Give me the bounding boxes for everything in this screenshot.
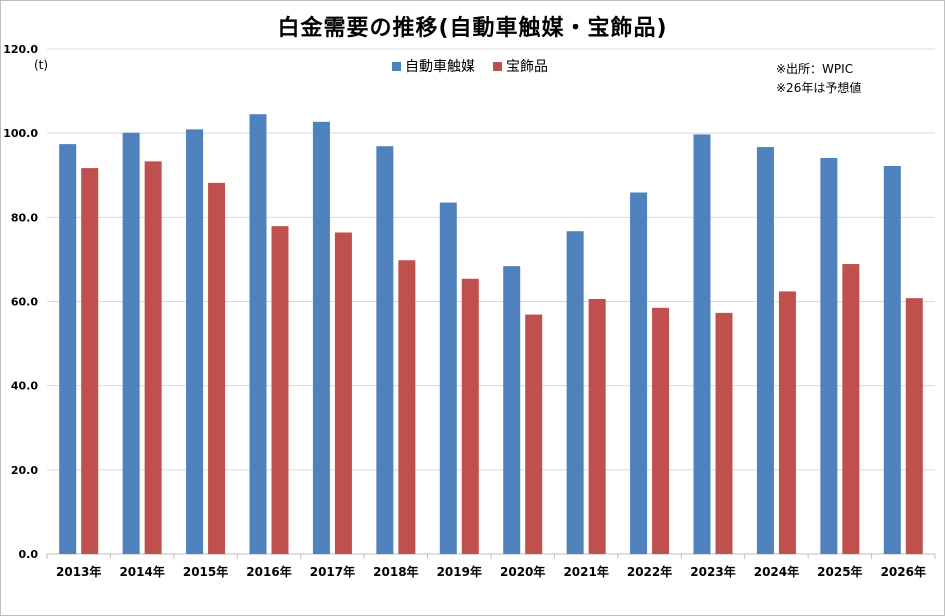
x-tick-label: 2019年	[437, 564, 482, 579]
y-tick-label: 60.0	[11, 296, 38, 309]
y-axis-unit: (t)	[34, 58, 49, 72]
x-tick-label: 2013年	[56, 564, 101, 579]
legend-swatch-jewelry	[493, 61, 502, 71]
bar-jewelry	[398, 260, 416, 554]
bar-jewelry	[778, 291, 796, 554]
source-notes: ※出所：WPIC ※26年は予想値	[776, 60, 861, 98]
y-tick-label: 100.0	[3, 127, 38, 140]
bar-auto-catalyst	[883, 165, 901, 554]
x-tick-label: 2022年	[627, 564, 672, 579]
bar-auto-catalyst	[503, 266, 521, 554]
x-tick-label: 2015年	[183, 564, 228, 579]
x-tick-label: 2023年	[690, 564, 735, 579]
x-tick-label: 2016年	[246, 564, 291, 579]
bar-jewelry	[525, 314, 543, 554]
bar-auto-catalyst	[756, 147, 774, 554]
bar-auto-catalyst	[439, 202, 457, 554]
x-tick-label: 2025年	[817, 564, 862, 579]
bar-auto-catalyst	[312, 121, 330, 554]
bar-jewelry	[715, 312, 733, 554]
x-tick-label: 2021年	[563, 564, 608, 579]
bar-jewelry	[334, 232, 352, 554]
legend-label-auto-catalyst: 自動車触媒	[405, 59, 475, 75]
bar-jewelry	[144, 161, 162, 555]
x-tick-label: 2018年	[373, 564, 418, 579]
chart-title: 白金需要の推移(自動車触媒・宝飾品)	[277, 16, 668, 41]
bar-auto-catalyst	[376, 146, 394, 554]
x-tick-label: 2014年	[119, 564, 164, 579]
y-tick-label: 120.0	[3, 43, 38, 56]
bar-jewelry	[842, 264, 860, 554]
source-note: ※出所：WPIC	[776, 62, 854, 76]
bar-auto-catalyst	[820, 157, 838, 554]
legend-label-jewelry: 宝飾品	[506, 59, 548, 75]
x-tick-label: 2026年	[881, 564, 926, 579]
bar-auto-catalyst	[249, 114, 267, 555]
x-tick-label: 2024年	[754, 564, 799, 579]
y-tick-label: 0.0	[19, 548, 39, 561]
forecast-note: ※26年は予想値	[776, 81, 862, 95]
bar-jewelry	[905, 298, 923, 554]
bar-auto-catalyst	[122, 132, 140, 554]
y-tick-label: 20.0	[11, 464, 38, 477]
bar-jewelry	[588, 298, 606, 554]
bar-jewelry	[81, 168, 99, 555]
bar-auto-catalyst	[186, 129, 204, 555]
x-tick-label: 2020年	[500, 564, 545, 579]
bar-jewelry	[461, 278, 479, 554]
bar-jewelry	[652, 307, 670, 554]
bar-auto-catalyst	[59, 144, 77, 554]
bar-auto-catalyst	[693, 134, 711, 554]
legend: 自動車触媒 宝飾品	[392, 56, 548, 76]
bar-jewelry	[208, 182, 226, 554]
y-tick-label: 80.0	[11, 211, 38, 224]
bar-jewelry	[271, 226, 289, 554]
bar-auto-catalyst	[630, 192, 648, 555]
legend-item-jewelry: 宝飾品	[493, 56, 548, 76]
legend-swatch-auto-catalyst	[392, 61, 401, 71]
x-tick-label: 2017年	[310, 564, 355, 579]
legend-item-auto-catalyst: 自動車触媒	[392, 56, 475, 76]
bar-auto-catalyst	[566, 231, 584, 555]
y-tick-label: 40.0	[11, 380, 38, 393]
